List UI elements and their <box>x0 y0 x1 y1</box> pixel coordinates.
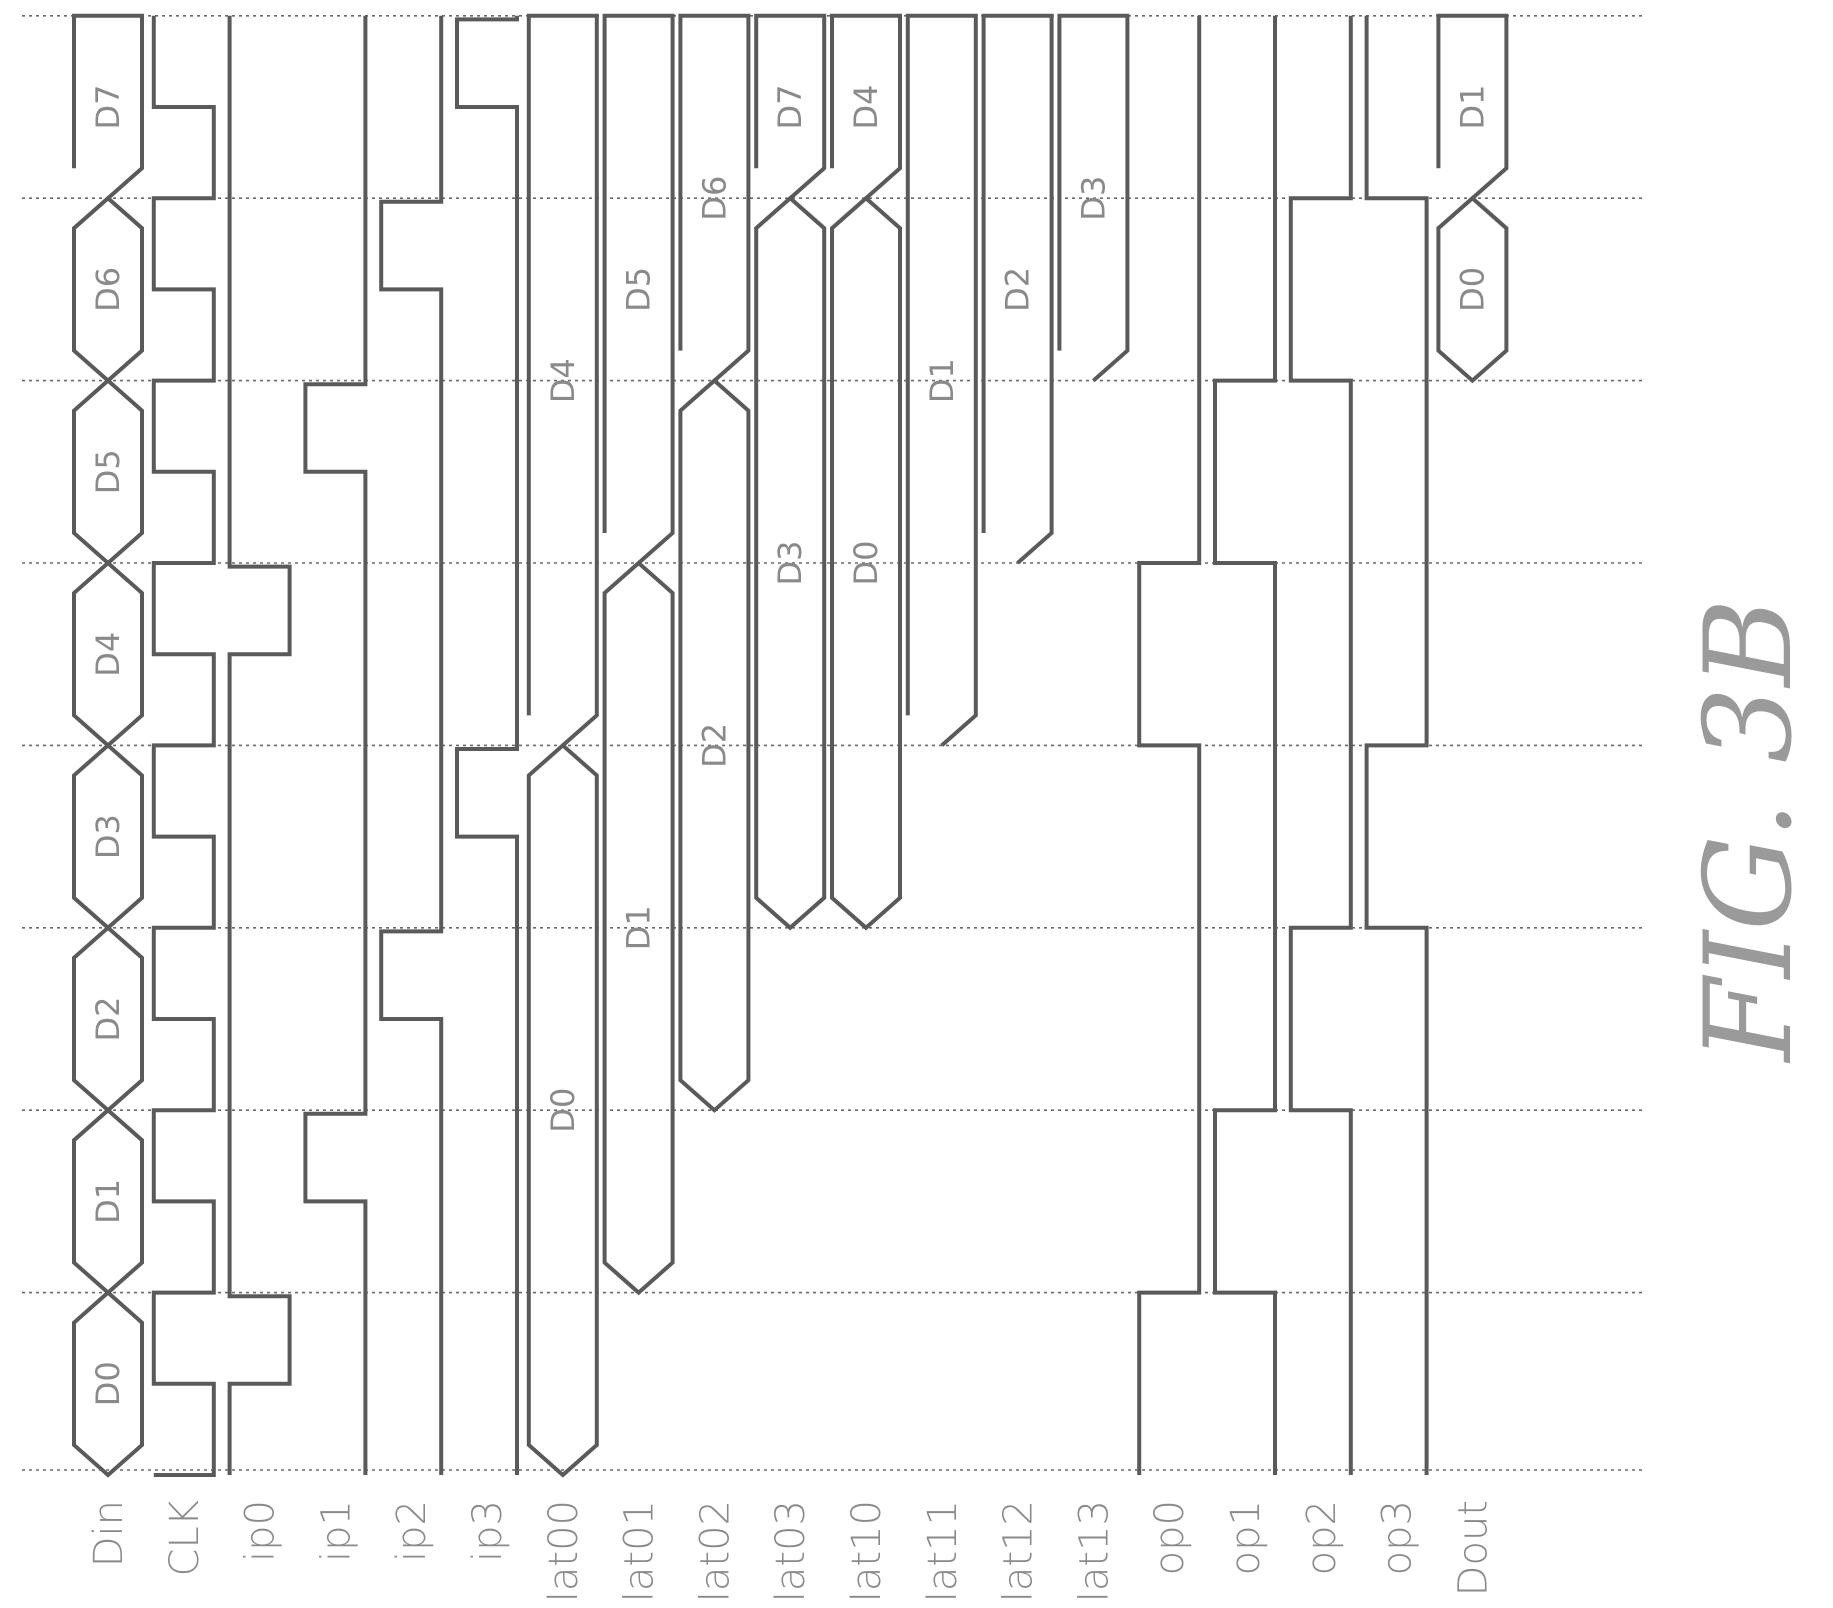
waveform-clk <box>151 15 216 1477</box>
waveform-lat01: D1 D5 <box>602 13 675 1296</box>
bus-value-label: D5 <box>620 267 658 312</box>
bus-value-label: D2 <box>695 723 733 768</box>
waveforms: D0 D1 D2 D3 D4 D5 D6 D7 D0 D4 D1 D5 D2 D6 D3 D7 D0 D4 D1 D2… <box>72 13 1509 1478</box>
bus-value-label: D6 <box>695 176 733 221</box>
bus-segment <box>602 13 675 565</box>
waveform-ip3 <box>455 15 519 1475</box>
waveform-lat03: D3 D7 <box>754 13 827 931</box>
waveform-op2 <box>1288 15 1353 1475</box>
digital-trace <box>1137 15 1202 1475</box>
waveform-op3 <box>1364 15 1429 1475</box>
bus-value-label: D4 <box>544 358 582 403</box>
bus-segment <box>1436 13 1509 200</box>
waveform-ip2 <box>379 15 444 1475</box>
signal-name-op0: op0 <box>1147 1500 1193 1575</box>
signal-name-lat03: lat03 <box>768 1500 814 1602</box>
bus-value-label: D0 <box>544 1088 582 1133</box>
digital-trace <box>151 15 216 1477</box>
digital-trace <box>455 15 519 1475</box>
bus-value-label: D3 <box>771 541 809 586</box>
bus-segment <box>678 13 751 383</box>
signal-name-clk: CLK <box>162 1500 208 1576</box>
bus-value-label: D0 <box>847 541 885 586</box>
waveform-op0 <box>1137 15 1202 1475</box>
bus-value-label: D1 <box>620 905 658 950</box>
bus-value-label: D0 <box>89 1361 127 1406</box>
bus-segment <box>905 13 978 747</box>
digital-trace <box>1364 15 1429 1475</box>
signal-name-ip0: ip0 <box>238 1500 284 1562</box>
figure-label: FIG. 3B <box>1680 598 1819 1063</box>
signal-name-lat10: lat10 <box>844 1500 890 1602</box>
signal-name-lat12: lat12 <box>996 1500 1042 1602</box>
waveform-lat11: D1 <box>905 13 978 747</box>
digital-trace <box>227 15 292 1475</box>
bus-value-label: D0 <box>1453 267 1491 312</box>
signal-name-lat00: lat00 <box>541 1500 587 1602</box>
bus-segment <box>526 13 599 747</box>
bus-value-label: D2 <box>89 997 127 1042</box>
waveform-dout: D0 D1 <box>1436 13 1509 384</box>
bus-segment <box>830 13 902 200</box>
bus-value-label: D2 <box>999 267 1037 312</box>
digital-trace <box>303 15 368 1475</box>
signal-name-lat13: lat13 <box>1071 1500 1117 1602</box>
waveform-ip1 <box>303 15 368 1475</box>
bus-value-label: D3 <box>89 814 127 859</box>
bus-value-label: D4 <box>847 85 885 130</box>
signal-name-lat02: lat02 <box>692 1500 738 1602</box>
waveform-op1 <box>1213 15 1277 1475</box>
waveform-din: D0 D1 D2 D3 D4 D5 D6 D7 <box>72 13 144 1478</box>
signal-name-op3: op3 <box>1375 1500 1421 1575</box>
signal-name-op1: op1 <box>1223 1500 1269 1575</box>
bus-value-label: D1 <box>89 1179 127 1224</box>
bus-value-label: D3 <box>1074 176 1112 221</box>
digital-trace <box>1213 15 1277 1475</box>
signal-name-ip2: ip2 <box>389 1500 435 1562</box>
signal-name-ip3: ip3 <box>465 1500 511 1562</box>
waveform-ip0 <box>227 15 292 1475</box>
signal-name-din: Din <box>86 1500 132 1567</box>
signal-name-op2: op2 <box>1299 1500 1345 1575</box>
bus-segment <box>72 13 144 200</box>
waveform-lat12: D2 <box>981 13 1054 565</box>
signal-name-lat01: lat01 <box>617 1500 663 1602</box>
bus-value-label: D7 <box>89 85 127 130</box>
bus-value-label: D6 <box>89 267 127 312</box>
digital-trace <box>1288 15 1353 1475</box>
signal-labels: Din CLK ip0 ip1 ip2 ip3 lat00 lat01 lat02 lat03 la… <box>86 1500 1496 1602</box>
waveform-lat02: D2 D6 <box>678 13 751 1113</box>
bus-value-label: D7 <box>771 85 809 130</box>
digital-trace <box>379 15 444 1475</box>
waveform-lat13: D3 <box>1057 13 1130 383</box>
bus-segment <box>754 13 827 200</box>
bus-value-label: D1 <box>923 358 961 403</box>
bus-value-label: D1 <box>1453 85 1491 130</box>
bus-segment <box>981 13 1054 565</box>
signal-name-dout: Dout <box>1450 1500 1496 1596</box>
bus-segment <box>1057 13 1130 383</box>
bus-value-label: D5 <box>89 449 127 494</box>
waveform-lat00: D0 D4 <box>526 13 599 1478</box>
waveform-lat10: D0 D4 <box>830 13 902 931</box>
bus-value-label: D4 <box>89 632 127 677</box>
signal-name-lat11: lat11 <box>920 1500 966 1602</box>
signal-name-ip1: ip1 <box>313 1500 359 1562</box>
